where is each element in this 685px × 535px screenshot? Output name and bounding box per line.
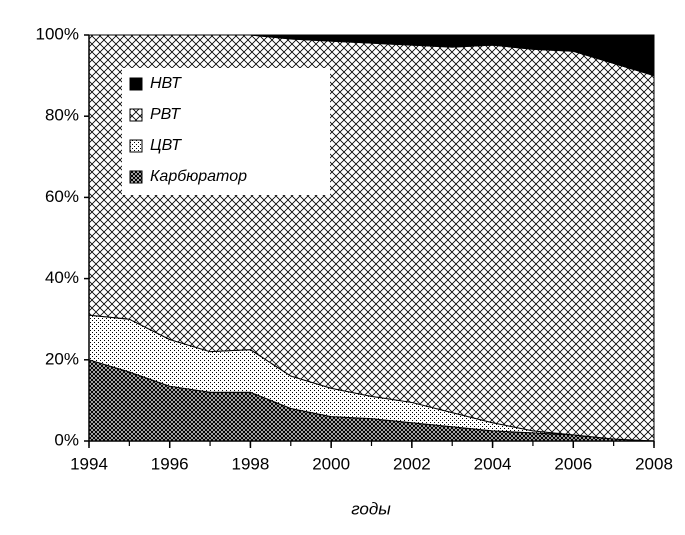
x-tick-label: 2008 [635,454,673,473]
x-tick-label: 2004 [474,454,512,473]
y-tick-label: 60% [45,187,79,206]
legend-label: НВТ [150,75,182,92]
x-tick-label: 2000 [312,454,350,473]
legend-label: РВТ [150,106,181,123]
legend-box [122,68,330,195]
legend-label: Карбюратор [150,168,247,185]
legend: НВТ РВТ ЦВТ Карбюратор [122,68,330,195]
legend-swatch [129,77,143,91]
y-tick-label: 0% [54,430,79,449]
area [89,34,655,77]
legend-swatch [129,108,143,122]
legend-swatch [129,170,143,184]
x-tick-label: 1998 [232,454,270,473]
y-tick-label: 80% [45,106,79,125]
x-axis-label: годы [351,499,391,518]
y-tick-label: 20% [45,349,79,368]
x-tick-label: 2002 [393,454,431,473]
legend-label: ЦВТ [150,137,182,154]
x-tick-label: 1996 [151,454,189,473]
x-tick-label: 1994 [70,454,108,473]
y-tick-label: 100% [36,24,79,43]
legend-swatch [129,139,143,153]
x-tick-label: 2006 [554,454,592,473]
y-tick-label: 40% [45,268,79,287]
